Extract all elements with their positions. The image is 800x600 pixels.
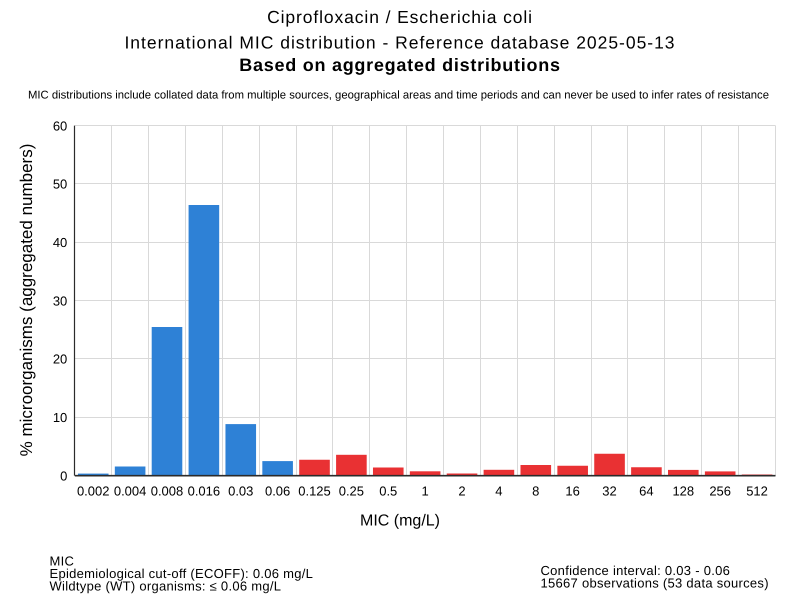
- svg-text:30: 30: [53, 293, 67, 308]
- svg-text:0.03: 0.03: [228, 484, 253, 499]
- svg-text:256: 256: [709, 484, 731, 499]
- svg-text:International MIC distribution: International MIC distribution - Referen…: [124, 33, 675, 53]
- svg-text:MIC: MIC: [50, 554, 75, 569]
- svg-text:20: 20: [53, 352, 67, 367]
- svg-text:0.125: 0.125: [298, 484, 331, 499]
- svg-text:Based on aggregated distributi: Based on aggregated distributions: [239, 55, 560, 75]
- svg-text:60: 60: [53, 118, 67, 133]
- svg-text:16: 16: [565, 484, 579, 499]
- svg-text:64: 64: [639, 484, 653, 499]
- svg-text:0.016: 0.016: [188, 484, 221, 499]
- svg-text:0: 0: [60, 468, 67, 483]
- svg-text:40: 40: [53, 235, 67, 250]
- svg-text:0.5: 0.5: [379, 484, 397, 499]
- svg-text:15667 observations (53 data so: 15667 observations (53 data sources): [541, 575, 769, 590]
- svg-text:Ciprofloxacin / Escherichia co: Ciprofloxacin / Escherichia coli: [267, 7, 533, 27]
- svg-text:10: 10: [53, 410, 67, 425]
- svg-text:50: 50: [53, 177, 67, 192]
- svg-text:0.004: 0.004: [114, 484, 147, 499]
- svg-text:% microorganisms (aggregated n: % microorganisms (aggregated numbers): [17, 144, 36, 457]
- svg-text:4: 4: [495, 484, 502, 499]
- svg-text:2: 2: [458, 484, 465, 499]
- svg-text:0.002: 0.002: [77, 484, 110, 499]
- svg-text:0.25: 0.25: [339, 484, 364, 499]
- svg-text:MIC (mg/L): MIC (mg/L): [360, 512, 440, 529]
- svg-text:MIC distributions include coll: MIC distributions include collated data …: [28, 90, 769, 102]
- svg-text:32: 32: [602, 484, 616, 499]
- svg-text:Wildtype (WT) organisms: ≤ 0.0: Wildtype (WT) organisms: ≤ 0.06 mg/L: [50, 578, 282, 593]
- svg-text:512: 512: [746, 484, 768, 499]
- svg-text:0.008: 0.008: [151, 484, 184, 499]
- svg-text:8: 8: [532, 484, 539, 499]
- svg-text:128: 128: [672, 484, 694, 499]
- svg-text:0.06: 0.06: [265, 484, 290, 499]
- svg-text:Epidemiological cut-off (ECOFF: Epidemiological cut-off (ECOFF): 0.06 mg…: [50, 566, 314, 581]
- svg-text:1: 1: [422, 484, 429, 499]
- svg-text:Confidence interval: 0.03 - 0.: Confidence interval: 0.03 - 0.06: [541, 563, 731, 578]
